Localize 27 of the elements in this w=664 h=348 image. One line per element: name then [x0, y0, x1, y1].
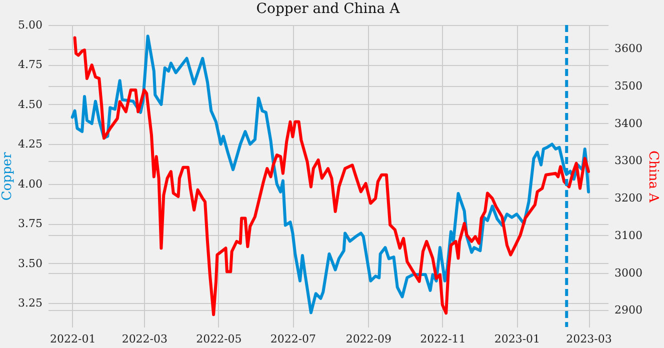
y-tick-label: 3.75 [18, 217, 42, 230]
x-tick-label: 2022-07 [270, 332, 316, 346]
y2-tick-label: 3000 [614, 266, 642, 280]
y-tick-label: 3.25 [18, 296, 42, 310]
y2-axis-title: China A [645, 150, 660, 204]
y-tick-label: 5.00 [18, 18, 42, 32]
y2-tick-label: 3300 [614, 154, 642, 168]
chart-title: Copper and China A [256, 1, 401, 17]
y2-tick-label: 3500 [614, 79, 642, 92]
y-tick-label: 3.50 [18, 256, 42, 270]
y-tick-label: 4.50 [18, 98, 42, 111]
x-tick-label: 2022-09 [346, 332, 392, 346]
y-tick-label: 4.75 [18, 58, 42, 72]
x-tick-label: 2022-03 [122, 332, 168, 346]
x-tick-label: 2023-01 [494, 332, 540, 346]
y2-tick-label: 3100 [614, 228, 642, 242]
y2-tick-label: 3200 [614, 192, 642, 205]
y2-tick-label: 3400 [614, 116, 642, 130]
y-tick-label: 4.00 [18, 177, 42, 190]
x-tick-label: 2022-01 [50, 332, 96, 346]
x-tick-label: 2022-11 [420, 332, 466, 346]
y-axis-title: Copper [0, 152, 16, 201]
y-tick-label: 4.25 [18, 138, 42, 151]
y2-tick-label: 3600 [614, 42, 642, 56]
y2-tick-label: 2900 [614, 304, 642, 317]
x-tick-label: 2023-03 [566, 332, 612, 346]
x-tick-label: 2022-05 [196, 332, 242, 346]
